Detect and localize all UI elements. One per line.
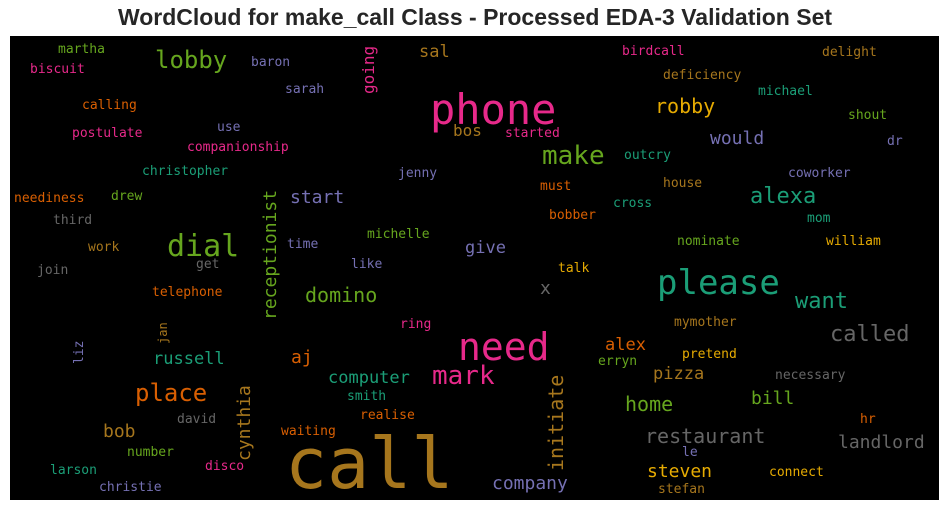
word-get: get — [196, 257, 219, 272]
word-lobby: lobby — [155, 46, 227, 74]
word-sarah: sarah — [285, 82, 324, 97]
word-cross: cross — [613, 196, 652, 211]
word-cloud-canvas: call phone need please dial make mark lobby plac… — [14, 42, 925, 500]
word-delight: delight — [822, 45, 877, 60]
word-jenny: jenny — [398, 166, 437, 181]
word-need: need — [458, 325, 550, 369]
word-necessary: necessary — [775, 368, 846, 383]
word-bos: bos — [453, 121, 482, 140]
word-stefan: stefan — [658, 482, 705, 497]
word-michael: michael — [758, 84, 813, 99]
word-steven: steven — [647, 461, 712, 482]
word-realise: realise — [360, 408, 415, 423]
word-hr: hr — [860, 412, 876, 427]
word-bob: bob — [103, 421, 136, 442]
word-drew: drew — [111, 189, 142, 204]
word-join: join — [37, 263, 68, 278]
word-calling: calling — [82, 98, 137, 113]
word-please: please — [657, 263, 780, 303]
word-shout: shout — [848, 108, 887, 123]
word-talk: talk — [558, 261, 589, 276]
word-baron: baron — [251, 55, 290, 70]
word-biscuit: biscuit — [30, 62, 85, 77]
word-computer: computer — [328, 368, 410, 388]
word-mymother: mymother — [674, 315, 737, 330]
word-dial: dial — [167, 229, 239, 264]
word-receptionist: receptionist — [260, 190, 281, 320]
word-smith: smith — [347, 389, 386, 404]
word-nominate: nominate — [677, 234, 740, 249]
word-phone: phone — [430, 85, 556, 134]
word-pizza: pizza — [653, 364, 704, 384]
word-use: use — [217, 120, 241, 135]
word-neediness: neediness — [14, 191, 84, 206]
word-company: company — [492, 473, 568, 494]
word-birdcall: birdcall — [622, 44, 685, 59]
word-home: home — [625, 392, 673, 416]
word-connect: connect — [769, 465, 824, 480]
word-christie: christie — [99, 480, 162, 495]
word-give: give — [465, 238, 506, 258]
word-mark: mark — [432, 361, 495, 391]
word-start: start — [290, 187, 344, 208]
word-going: going — [359, 46, 378, 94]
word-house: house — [663, 176, 702, 191]
word-sal: sal — [419, 42, 450, 62]
word-jan: jan — [156, 322, 170, 344]
word-le: le — [682, 445, 698, 460]
word-place: place — [135, 379, 207, 407]
word-like: like — [351, 257, 382, 272]
word-third: third — [53, 213, 92, 228]
word-russell: russell — [153, 349, 225, 369]
word-dr: dr — [887, 134, 903, 149]
word-initiate: initiate — [544, 375, 568, 471]
word-larson: larson — [50, 463, 97, 478]
word-william: william — [826, 234, 881, 249]
word-would: would — [710, 128, 764, 149]
word-alexa: alexa — [750, 184, 816, 209]
word-work: work — [88, 240, 119, 255]
word-cloud: call phone need please dial make mark lobby plac… — [10, 36, 939, 500]
word-david: david — [177, 412, 216, 427]
word-robby: robby — [655, 94, 715, 118]
word-x: x — [540, 278, 551, 299]
word-disco: disco — [205, 459, 244, 474]
word-deficiency: deficiency — [663, 68, 741, 83]
word-restaurant: restaurant — [645, 424, 765, 448]
word-called: called — [830, 322, 909, 347]
word-make: make — [542, 141, 605, 171]
word-bill: bill — [751, 388, 794, 409]
word-alex: alex — [605, 335, 646, 355]
word-started: started — [505, 126, 560, 141]
word-must: must — [540, 179, 571, 194]
word-mom: mom — [807, 211, 831, 226]
word-time: time — [287, 237, 318, 252]
word-companionship: companionship — [187, 140, 289, 155]
word-landlord: landlord — [838, 432, 925, 453]
word-postulate: postulate — [72, 126, 143, 141]
chart-title: WordCloud for make_call Class - Processe… — [117, 4, 833, 30]
word-outcry: outcry — [624, 148, 671, 163]
word-aj: aj — [291, 347, 313, 368]
word-michelle: michelle — [367, 227, 430, 242]
word-pretend: pretend — [682, 347, 737, 362]
word-waiting: waiting — [281, 424, 336, 439]
word-telephone: telephone — [152, 285, 223, 300]
word-bobber: bobber — [549, 208, 596, 223]
word-martha: martha — [58, 42, 105, 57]
word-domino: domino — [305, 283, 377, 307]
word-liz: liz — [72, 341, 87, 364]
word-coworker: coworker — [788, 166, 851, 181]
word-erryn: erryn — [598, 354, 637, 369]
word-christopher: christopher — [142, 164, 228, 179]
word-cynthia: cynthia — [234, 385, 255, 461]
word-want: want — [795, 289, 848, 314]
word-number: number — [127, 445, 174, 460]
word-ring: ring — [400, 317, 431, 332]
word-call: call — [285, 423, 454, 500]
